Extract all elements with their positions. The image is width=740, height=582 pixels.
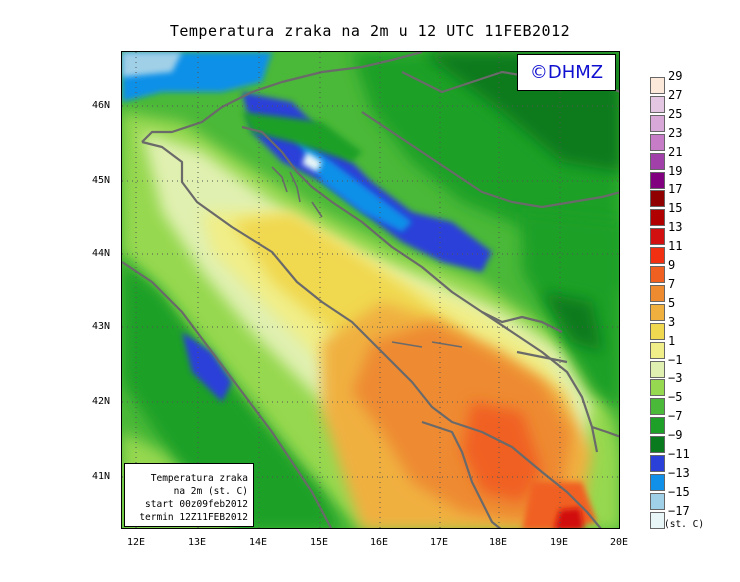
legend-swatch bbox=[650, 360, 665, 378]
legend-label: −11 bbox=[668, 447, 690, 461]
lat-label: 46N bbox=[92, 100, 111, 111]
legend-swatch bbox=[650, 247, 665, 265]
legend-label: 13 bbox=[668, 220, 683, 235]
legend-label: 23 bbox=[668, 125, 683, 140]
legend-swatch bbox=[650, 417, 665, 435]
dhmz-logo: ©DHMZ bbox=[517, 54, 616, 91]
temperature-field bbox=[122, 52, 619, 528]
legend-label: −5 bbox=[668, 390, 683, 405]
legend-label: 21 bbox=[668, 144, 683, 159]
legend-swatch bbox=[650, 266, 665, 283]
legend-label: 27 bbox=[668, 87, 683, 102]
legend-swatch bbox=[650, 322, 665, 340]
field-dinaric-peak bbox=[302, 152, 322, 172]
legend-label: −1 bbox=[668, 352, 683, 367]
info-line: Temperatura zraka bbox=[150, 473, 248, 484]
legend-swatch bbox=[650, 95, 665, 113]
lat-label: 45N bbox=[92, 175, 111, 186]
legend-swatch bbox=[650, 133, 665, 151]
lat-label: 42N bbox=[92, 396, 111, 407]
legend-label: −13 bbox=[668, 465, 690, 480]
lon-label: 16E bbox=[369, 537, 389, 548]
legend-swatch bbox=[650, 398, 665, 416]
legend-unit: (st. C) bbox=[664, 519, 705, 530]
info-box: Temperatura zraka na 2m (st. C) start 00… bbox=[124, 463, 254, 527]
legend-swatch bbox=[650, 114, 665, 132]
lon-label: 14E bbox=[248, 537, 268, 548]
legend-label: 15 bbox=[668, 201, 683, 216]
lat-label: 41N bbox=[92, 471, 111, 482]
field-dinaric-colder bbox=[292, 132, 412, 232]
islands bbox=[271, 166, 463, 348]
lon-label: 13E bbox=[187, 537, 207, 548]
lon-label: 19E bbox=[549, 537, 569, 548]
legend-swatch bbox=[650, 436, 665, 454]
lon-label: 15E bbox=[309, 537, 329, 548]
legend-label: 17 bbox=[668, 182, 683, 197]
field-apennines-cold bbox=[182, 332, 232, 402]
lon-label: 18E bbox=[488, 537, 508, 548]
legend-swatch bbox=[650, 455, 665, 472]
field-alps-coldest bbox=[122, 52, 182, 77]
legend-label: 7 bbox=[668, 276, 676, 291]
field-apennines bbox=[122, 262, 341, 528]
lon-label: 17E bbox=[429, 537, 449, 548]
lat-label: 44N bbox=[92, 248, 111, 259]
legend-label: −3 bbox=[668, 371, 683, 386]
legend-swatch bbox=[650, 228, 665, 246]
legend-label: 5 bbox=[668, 295, 676, 310]
field-balkan-dark bbox=[542, 292, 602, 352]
legend-swatch bbox=[650, 190, 665, 208]
lon-label: 12E bbox=[126, 537, 146, 548]
legend-label: −15 bbox=[668, 484, 690, 499]
legend-label: −7 bbox=[668, 409, 683, 424]
legend-label: 11 bbox=[668, 239, 683, 254]
legend-label: 9 bbox=[668, 258, 676, 272]
legend-swatch bbox=[650, 492, 665, 510]
temperature-map bbox=[121, 51, 620, 529]
map-title: Temperatura zraka na 2m u 12 UTC 11FEB20… bbox=[169, 22, 571, 40]
legend-swatch bbox=[650, 152, 665, 170]
legend-swatch bbox=[650, 473, 665, 491]
legend-label: 1 bbox=[668, 333, 676, 348]
legend-swatch bbox=[650, 379, 665, 397]
lon-label: 20E bbox=[609, 537, 629, 548]
field-dinaric-green bbox=[242, 112, 362, 162]
legend-swatch bbox=[650, 341, 665, 359]
legend-swatch bbox=[650, 209, 665, 227]
legend-swatch bbox=[650, 303, 665, 321]
field-hot-spot bbox=[554, 508, 584, 528]
legend-label: 29 bbox=[668, 69, 683, 83]
legend-swatch bbox=[650, 284, 665, 302]
legend-swatch bbox=[650, 77, 665, 94]
info-line: termin 12Z11FEB2012 bbox=[139, 512, 248, 523]
legend-label: 3 bbox=[668, 314, 676, 329]
legend-swatch bbox=[650, 511, 665, 529]
legend-label: −17 bbox=[668, 503, 690, 518]
legend-label: 25 bbox=[668, 106, 683, 121]
info-line: start 00z09feb2012 bbox=[145, 499, 248, 510]
legend-swatch bbox=[650, 171, 665, 189]
legend-label: −9 bbox=[668, 428, 683, 443]
legend-label: 19 bbox=[668, 163, 683, 178]
lat-label: 43N bbox=[92, 321, 111, 332]
info-line: na 2m (st. C) bbox=[173, 486, 248, 497]
graticule bbox=[122, 52, 619, 528]
